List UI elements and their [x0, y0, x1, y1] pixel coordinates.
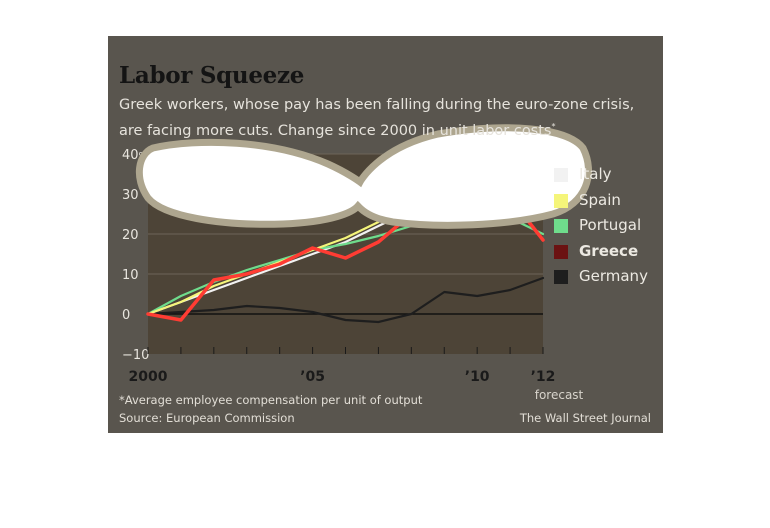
subtitle-footnote-mark: *: [551, 122, 556, 131]
series-line-germany: [146, 276, 545, 324]
source-note: Source: European Commission: [119, 411, 295, 425]
x-tick-label: ’12: [531, 369, 556, 385]
forecast-note: forecast: [535, 388, 584, 402]
publisher-credit: The Wall Street Journal: [519, 411, 651, 425]
legend-label: Italy: [579, 165, 612, 183]
y-tick-label: −10: [122, 348, 149, 363]
legend-swatch: [554, 193, 568, 208]
x-tick-label: ’05: [300, 369, 325, 385]
x-tick-label: 2000: [129, 369, 168, 385]
legend-swatch: [554, 219, 568, 233]
legend-label: Portugal: [579, 216, 642, 234]
legend-swatch: [554, 244, 568, 259]
y-tick-label: 10: [122, 268, 139, 283]
legend-swatch: [554, 270, 568, 284]
legend-swatch: [554, 168, 568, 182]
chart-title: Labor Squeeze: [119, 62, 305, 89]
legend-label: Spain: [579, 190, 621, 209]
y-tick-label: 0: [122, 308, 130, 323]
legend-label: Germany: [579, 267, 648, 285]
chart-subtitle: Greek workers, whose pay has been fallin…: [119, 94, 654, 142]
subtitle-text: Greek workers, whose pay has been fallin…: [119, 97, 635, 139]
footnote: *Average employee compensation per unit …: [119, 393, 423, 407]
x-tick-label: ’10: [465, 369, 490, 385]
y-tick-label: 20: [122, 228, 139, 243]
legend-label: Greece: [579, 241, 639, 260]
y-tick-label: 30: [122, 188, 139, 203]
redaction-blob: [135, 124, 592, 229]
